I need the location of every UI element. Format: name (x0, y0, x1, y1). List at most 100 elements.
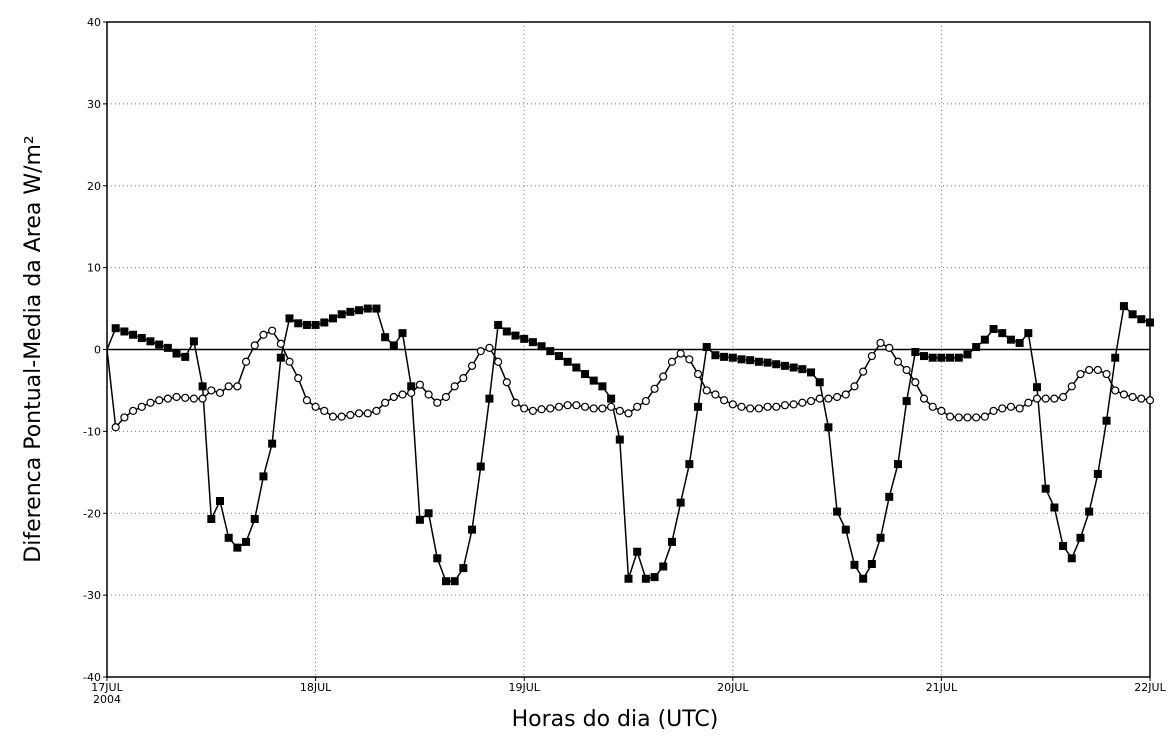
marker (920, 352, 929, 361)
marker (311, 320, 320, 329)
marker (702, 386, 711, 395)
marker (537, 342, 546, 351)
x-tick-label: 17JUL (91, 681, 123, 694)
marker (841, 390, 850, 399)
marker (1119, 390, 1129, 399)
marker (972, 413, 981, 422)
marker (502, 327, 511, 336)
marker (372, 304, 381, 313)
marker (563, 357, 572, 366)
marker (181, 352, 190, 361)
marker (945, 412, 955, 421)
marker (815, 394, 824, 403)
marker (1058, 392, 1068, 402)
marker (259, 472, 268, 481)
marker (233, 382, 242, 391)
marker (441, 392, 451, 402)
marker (754, 357, 763, 366)
marker (937, 353, 946, 362)
y-tick-label: -40 (83, 671, 101, 684)
y-tick-label: -20 (83, 507, 101, 520)
marker (1041, 484, 1050, 493)
marker (832, 392, 842, 402)
marker (737, 402, 746, 411)
marker (415, 515, 424, 524)
marker (1006, 402, 1016, 411)
marker (650, 384, 659, 393)
marker (893, 460, 902, 469)
marker (459, 564, 468, 573)
marker (1102, 369, 1111, 379)
marker (676, 349, 685, 358)
marker (424, 390, 433, 399)
marker (189, 337, 198, 346)
marker (772, 360, 781, 369)
marker (259, 330, 268, 339)
marker (494, 320, 503, 329)
marker (511, 331, 520, 340)
marker (746, 404, 755, 413)
marker (589, 376, 598, 385)
marker (824, 394, 833, 403)
marker (137, 402, 146, 411)
marker (963, 350, 972, 359)
marker (763, 358, 772, 367)
marker (728, 400, 737, 409)
marker (250, 341, 259, 350)
y-tick-label: 10 (87, 262, 101, 275)
marker (546, 404, 555, 413)
marker (850, 560, 859, 569)
marker (798, 365, 807, 374)
marker (1015, 404, 1024, 413)
marker (598, 382, 607, 391)
marker (989, 325, 998, 334)
marker (1119, 302, 1128, 311)
marker (572, 363, 581, 372)
marker (1059, 542, 1068, 550)
marker (650, 573, 659, 582)
marker (693, 369, 703, 379)
marker (433, 554, 442, 563)
marker (381, 333, 390, 342)
marker (859, 574, 868, 583)
marker (302, 320, 311, 329)
marker (233, 543, 242, 552)
marker (1067, 382, 1076, 391)
marker (598, 404, 607, 413)
marker (485, 343, 494, 352)
marker (537, 405, 546, 414)
marker (155, 396, 164, 405)
marker (502, 378, 511, 387)
marker (659, 562, 668, 571)
marker (902, 365, 911, 375)
marker (163, 343, 172, 352)
marker (641, 574, 650, 583)
marker (789, 363, 798, 372)
marker (424, 509, 433, 518)
marker (485, 394, 494, 403)
marker (224, 533, 233, 542)
marker (1024, 398, 1033, 407)
marker (1015, 338, 1024, 347)
marker (998, 404, 1007, 413)
marker (172, 349, 181, 358)
marker (337, 412, 346, 421)
marker (876, 533, 885, 542)
marker (902, 397, 911, 406)
marker (268, 439, 277, 448)
marker (528, 338, 537, 347)
marker (441, 577, 450, 586)
x-tick-label: 18JUL (300, 681, 332, 694)
marker (1032, 394, 1042, 403)
marker (667, 537, 676, 546)
marker (711, 390, 720, 399)
marker (1093, 469, 1102, 478)
series-line (106, 304, 1151, 582)
marker (328, 412, 338, 421)
marker (580, 402, 590, 411)
marker (720, 352, 729, 361)
marker (711, 351, 720, 360)
x-tick-label: 19JUL (508, 681, 540, 694)
marker (972, 343, 981, 352)
marker (111, 423, 120, 432)
